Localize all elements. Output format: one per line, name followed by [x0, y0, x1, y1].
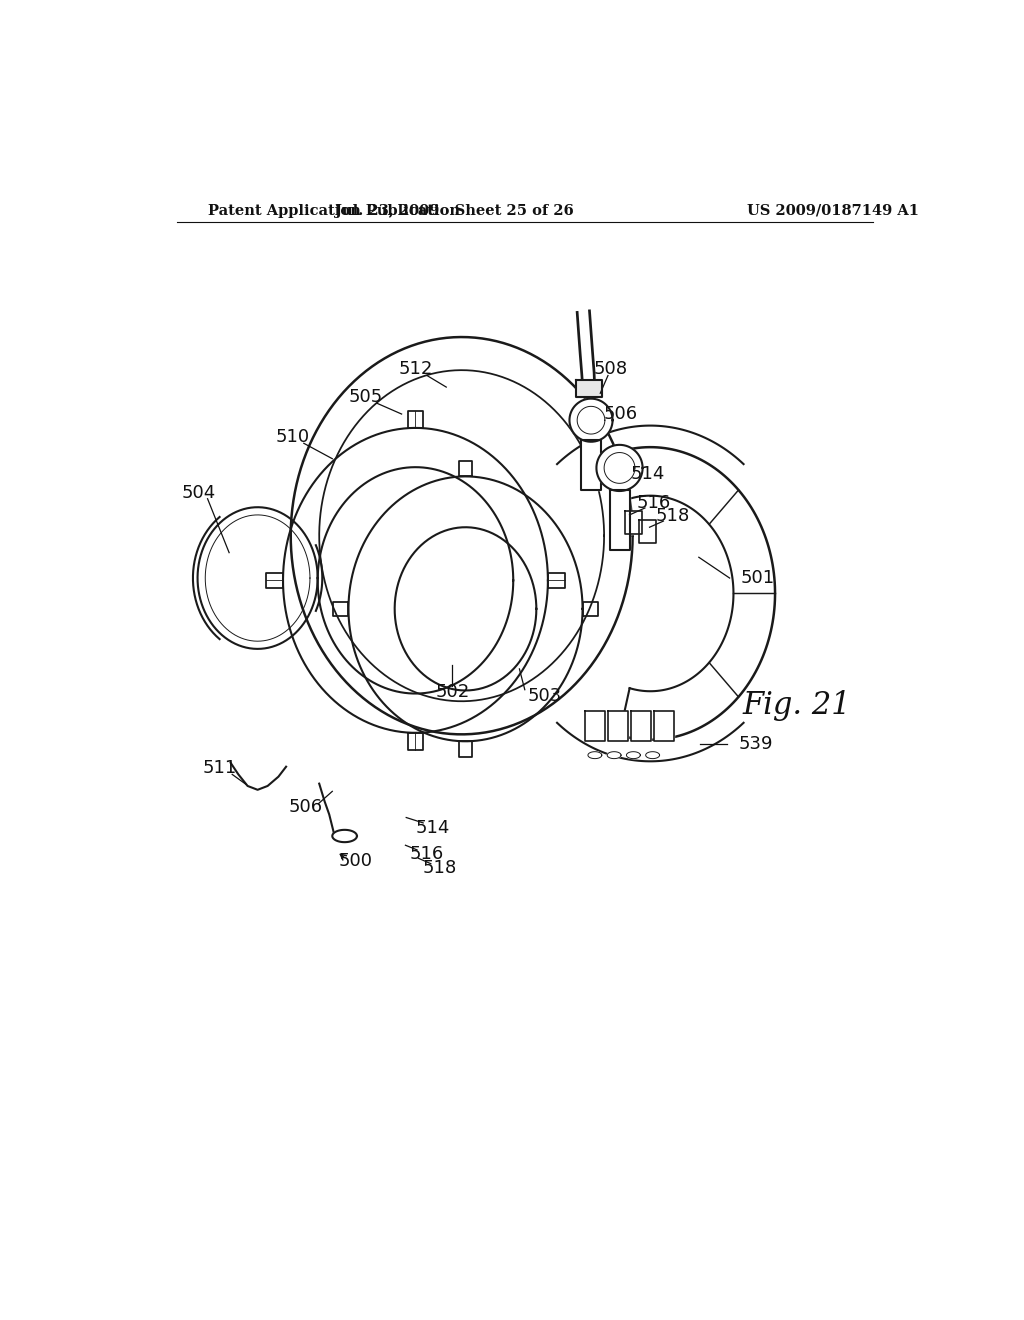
- Text: 518: 518: [655, 507, 690, 525]
- Text: 506: 506: [603, 405, 637, 422]
- Polygon shape: [581, 441, 601, 490]
- Text: 503: 503: [528, 686, 562, 705]
- Polygon shape: [569, 399, 612, 442]
- Text: 508: 508: [594, 360, 628, 379]
- Text: 500: 500: [338, 851, 373, 870]
- Polygon shape: [625, 511, 642, 535]
- Text: 504: 504: [181, 483, 215, 502]
- Text: 512: 512: [398, 360, 433, 379]
- Text: 506: 506: [289, 797, 324, 816]
- Polygon shape: [631, 711, 651, 741]
- Text: Jul. 23, 2009   Sheet 25 of 26: Jul. 23, 2009 Sheet 25 of 26: [335, 203, 573, 218]
- Text: Patent Application Publication: Patent Application Publication: [208, 203, 460, 218]
- Text: US 2009/0187149 A1: US 2009/0187149 A1: [746, 203, 919, 218]
- Polygon shape: [608, 711, 628, 741]
- Polygon shape: [575, 380, 602, 397]
- Text: 516: 516: [410, 846, 443, 863]
- Text: 514: 514: [631, 465, 666, 483]
- Text: 510: 510: [275, 428, 309, 446]
- Polygon shape: [627, 751, 640, 759]
- Text: Fig. 21: Fig. 21: [742, 689, 851, 721]
- Text: 539: 539: [738, 735, 772, 752]
- Polygon shape: [585, 711, 605, 741]
- Polygon shape: [588, 751, 602, 759]
- Text: 518: 518: [423, 858, 458, 876]
- Polygon shape: [654, 711, 674, 741]
- Polygon shape: [639, 520, 655, 544]
- Polygon shape: [596, 445, 643, 491]
- Polygon shape: [646, 751, 659, 759]
- Text: 516: 516: [637, 495, 672, 512]
- Text: 511: 511: [203, 759, 237, 777]
- Polygon shape: [609, 490, 630, 549]
- Polygon shape: [607, 751, 621, 759]
- Polygon shape: [333, 830, 357, 842]
- Text: 502: 502: [435, 682, 470, 701]
- Text: 501: 501: [740, 569, 774, 587]
- Text: 514: 514: [415, 820, 450, 837]
- Text: 505: 505: [349, 388, 383, 407]
